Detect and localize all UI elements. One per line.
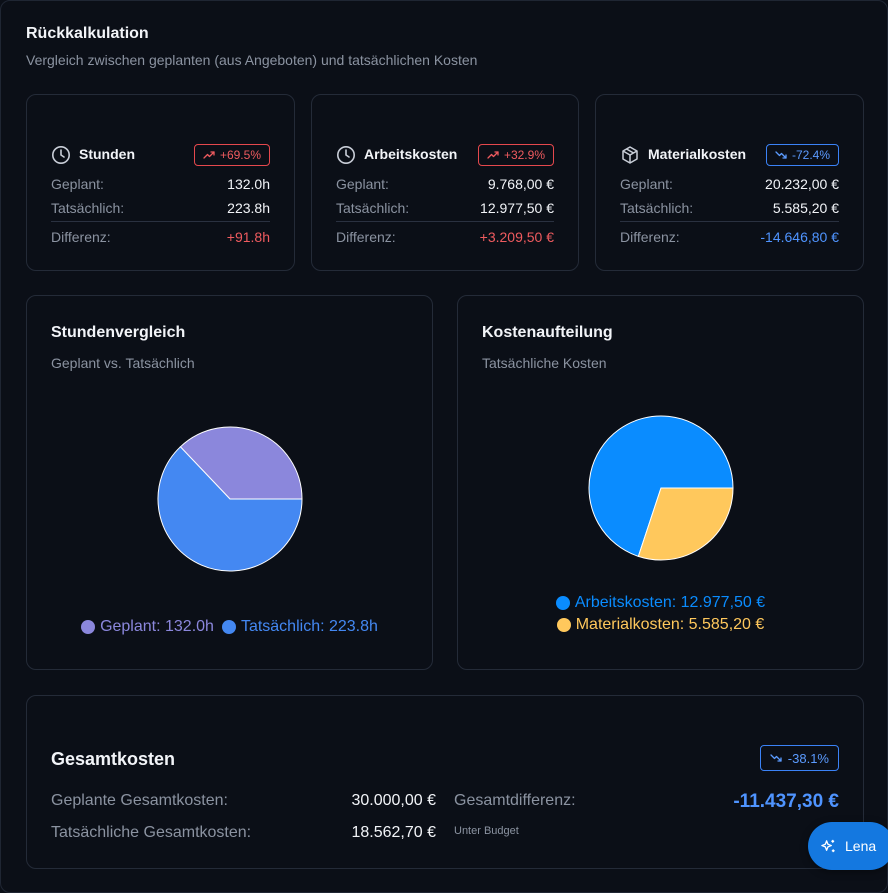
planned-row: Geplant: 20.232,00 € [620,176,839,196]
stat-title: Arbeitskosten [364,146,458,162]
trend-badge: -72.4% [765,144,839,166]
page-title: Rückkalkulation [26,25,149,42]
planned-label: Geplant: [620,176,673,192]
planned-label: Geplant: [51,176,104,192]
assistant-button[interactable]: Lena [808,822,888,870]
difference-label: Differenz: [336,229,396,245]
total-difference-value: -11.437,30 € [733,791,839,812]
pie-chart-hours [157,426,303,572]
legend-item-0: Arbeitskosten: 12.977,50 € [458,594,863,612]
stat-card-labor-costs: Arbeitskosten +32.9% Geplant: 9.768,00 €… [311,94,579,271]
chart-subtitle: Geplant vs. Tatsächlich [51,355,195,371]
trend-badge: +32.9% [477,144,554,166]
actual-row: Tatsächlich: 223.8h [51,200,270,220]
planned-total-label: Geplante Gesamtkosten: [51,792,228,809]
planned-row: Geplant: 9.768,00 € [336,176,554,196]
actual-value: 223.8h [227,200,270,216]
stat-title: Stunden [79,146,135,162]
total-trend-value: -38.1% [787,750,829,766]
planned-value: 132.0h [227,176,270,192]
difference-label: Differenz: [51,229,111,245]
planned-value: 9.768,00 € [487,176,554,192]
chart-card-hours-comparison: Stundenvergleich Geplant vs. Tatsächlich… [26,295,433,670]
total-difference-label: Gesamtdifferenz: [454,792,576,809]
chart-subtitle: Tatsächliche Kosten [482,355,607,371]
package-icon [622,146,638,164]
legend-label: Geplant: 132.0h [100,618,214,635]
actual-value: 12.977,50 € [480,200,554,216]
planned-total-value: 30.000,00 € [351,792,436,809]
actual-label: Tatsächlich: [51,200,125,216]
difference-value: +3.209,50 € [479,229,554,245]
trend-badge: +69.5% [193,144,270,166]
trend-badge-value: +32.9% [503,148,545,162]
difference-label: Differenz: [620,229,680,245]
divider [336,221,554,222]
page-subtitle: Vergleich zwischen geplanten (aus Angebo… [26,52,478,68]
difference-row: Differenz: -14.646,80 € [620,229,839,249]
difference-row: Differenz: +91.8h [51,229,270,249]
divider [620,221,839,222]
pie-slice-1 [637,487,734,561]
chart-legend: Geplant: 132.0h Tatsächlich: 223.8h [27,618,432,639]
actual-row: Tatsächlich: 5.585,20 € [620,200,839,220]
legend-item-1: Materialkosten: 5.585,20 € [458,616,863,634]
planned-row: Geplant: 132.0h [51,176,270,196]
legend-label: Arbeitskosten: 12.977,50 € [574,594,766,611]
actual-row: Tatsächlich: 12.977,50 € [336,200,554,220]
difference-row: Differenz: +3.209,50 € [336,229,554,249]
total-title: Gesamtkosten [51,749,176,769]
legend-item-0: Geplant: 132.0h [81,618,214,636]
stat-header: Stunden +69.5% [51,144,270,166]
stat-card-hours: Stunden +69.5% Geplant: 132.0h Tatsächli… [26,94,295,271]
actual-total-label: Tatsächliche Gesamtkosten: [51,824,252,841]
legend-dot [81,620,96,634]
clock-icon [52,146,70,164]
chart-legend: Arbeitskosten: 12.977,50 € Materialkosten… [458,594,863,638]
legend-item-1: Tatsächlich: 223.8h [221,618,378,636]
stat-header: Materialkosten -72.4% [620,144,839,166]
legend-label: Tatsächlich: 223.8h [240,618,378,635]
total-trend-badge: -38.1% [759,745,839,771]
stat-title: Materialkosten [648,146,747,162]
actual-label: Tatsächlich: [620,200,694,216]
legend-dot [221,620,236,634]
sparkles-icon [821,839,835,852]
assistant-label: Lena [845,838,877,854]
actual-label: Tatsächlich: [336,200,410,216]
legend-label: Materialkosten: 5.585,20 € [575,616,765,633]
trend-badge-value: -72.4% [791,148,830,162]
budget-note: Unter Budget [454,825,519,837]
total-costs-card: Gesamtkosten -38.1% Geplante Gesamtkoste… [26,695,864,869]
divider [51,221,270,222]
actual-value: 5.585,20 € [772,200,839,216]
chart-title: Kostenaufteilung [482,324,613,341]
difference-value: +91.8h [226,229,270,245]
clock-icon [337,146,355,164]
legend-dot [555,596,570,610]
legend-dot [556,618,571,632]
trending-down-icon [770,754,782,762]
pie-slice-0 [588,415,734,557]
chart-title: Stundenvergleich [51,324,186,341]
chart-card-cost-breakdown: Kostenaufteilung Tatsächliche Kosten Arb… [457,295,864,670]
planned-label: Geplant: [336,176,389,192]
difference-value: -14.646,80 € [760,229,839,245]
trending-down-icon [775,151,787,159]
trending-up-icon [487,151,499,159]
stat-card-material-costs: Materialkosten -72.4% Geplant: 20.232,00… [595,94,864,271]
stat-header: Arbeitskosten +32.9% [336,144,554,166]
planned-value: 20.232,00 € [765,176,839,192]
trending-up-icon [203,151,215,159]
pie-chart-costs [588,415,734,561]
pie-slice-1 [157,446,303,572]
trend-badge-value: +69.5% [219,148,261,162]
pie-slice-0 [179,426,303,500]
actual-total-value: 18.562,70 € [351,824,436,841]
